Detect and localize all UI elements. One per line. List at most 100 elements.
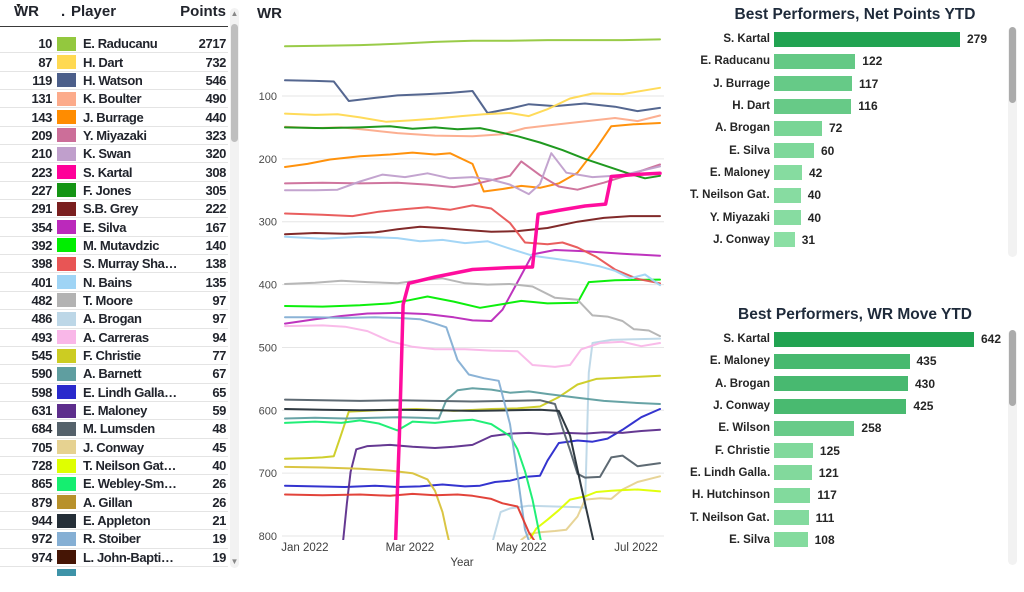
bar[interactable] bbox=[774, 398, 907, 414]
bar[interactable] bbox=[774, 510, 809, 526]
series-line-a-barnett[interactable] bbox=[284, 387, 661, 420]
series-line-k-swan[interactable] bbox=[284, 152, 661, 196]
table-row[interactable]: 482 T. Moore 97 bbox=[0, 292, 228, 311]
bar-row: E. Wilson 258 bbox=[690, 417, 1020, 439]
table-row[interactable]: 119 H. Watson 546 bbox=[0, 72, 228, 91]
table-row[interactable]: 879 A. Gillan 26 bbox=[0, 494, 228, 512]
table-row[interactable]: 590 A. Barnett 67 bbox=[0, 365, 228, 384]
wr-line-chart[interactable]: 100 200 300 400 500 600 700 800 Jan 2022 Mar 2022… bbox=[244, 0, 680, 576]
series-line-h-dart[interactable] bbox=[284, 86, 661, 123]
table-row[interactable]: 598 E. Lindh Galla… 65 bbox=[0, 384, 228, 402]
series-line-t-moore[interactable] bbox=[284, 277, 661, 338]
bar-category-label: E. Silva bbox=[729, 533, 770, 546]
bar[interactable] bbox=[774, 165, 802, 181]
table-row[interactable]: 223 S. Kartal 308 bbox=[0, 163, 228, 182]
bar[interactable] bbox=[774, 532, 808, 548]
series-line-m-mutavdzic[interactable] bbox=[284, 278, 661, 309]
bar[interactable] bbox=[774, 353, 910, 369]
series-line-h-watson[interactable] bbox=[284, 79, 661, 114]
table-row[interactable]: 354 E. Silva 167 bbox=[0, 218, 228, 237]
table-row[interactable]: 486 A. Brogan 97 bbox=[0, 310, 228, 329]
bar1-scrollbar-thumb[interactable] bbox=[1009, 27, 1016, 103]
player-color-swatch bbox=[57, 36, 76, 51]
table-row[interactable]: 972 R. Stoiber 19 bbox=[0, 530, 228, 549]
column-header-points[interactable]: Points bbox=[180, 3, 226, 20]
series-line-s-kartal[interactable] bbox=[393, 171, 662, 541]
table-row[interactable]: 401 N. Bains 135 bbox=[0, 273, 228, 292]
table-row[interactable]: 728 T. Neilson Gat… 40 bbox=[0, 457, 228, 476]
table-row[interactable]: 291 S.B. Grey 222 bbox=[0, 200, 228, 219]
column-header-player[interactable]: Player bbox=[71, 3, 117, 20]
series-line-f-jones[interactable] bbox=[284, 125, 661, 180]
series-line-t-neilson-gat-[interactable] bbox=[529, 488, 661, 539]
bar1-scrollbar[interactable] bbox=[1008, 27, 1017, 257]
series-line-a-carreras[interactable] bbox=[284, 324, 661, 368]
series-line-e-webley-sm-[interactable] bbox=[284, 418, 548, 571]
scroll-up-icon[interactable]: ▲ bbox=[230, 9, 239, 18]
bar[interactable] bbox=[774, 98, 852, 114]
bar[interactable] bbox=[774, 76, 852, 92]
bar[interactable] bbox=[774, 420, 855, 436]
series-line-e-lindh-galla-[interactable] bbox=[284, 408, 661, 488]
table-row[interactable]: 705 J. Conway 45 bbox=[0, 439, 228, 457]
series-line-e-silva[interactable] bbox=[284, 249, 661, 325]
bar[interactable] bbox=[774, 210, 801, 226]
table-row[interactable]: 944 E. Appleton 21 bbox=[0, 512, 228, 531]
table-row[interactable]: 493 A. Carreras 94 bbox=[0, 329, 228, 347]
series-line-e-appleton[interactable] bbox=[284, 408, 600, 571]
table-row[interactable]: 974 L. John-Bapti… 19 bbox=[0, 549, 228, 567]
bar[interactable] bbox=[774, 53, 856, 69]
series-line-a-gillan[interactable] bbox=[284, 465, 450, 546]
table-row[interactable]: 631 E. Maloney 59 bbox=[0, 402, 228, 421]
bar[interactable] bbox=[774, 443, 813, 459]
bar2-scrollbar-thumb[interactable] bbox=[1009, 330, 1016, 406]
column-header-wr[interactable]: WR bbox=[14, 3, 39, 20]
bar-category-label: T. Neilson Gat… bbox=[690, 189, 770, 202]
table-row[interactable]: 87 H. Dart 732 bbox=[0, 53, 228, 72]
scroll-down-icon[interactable]: ▼ bbox=[230, 557, 239, 566]
series-line-l-john-bapti-[interactable] bbox=[284, 492, 536, 544]
bar-row: T. Neilson Gat… 40 bbox=[690, 184, 1020, 206]
series-line-n-bains[interactable] bbox=[284, 235, 661, 287]
series-line-s-b-grey[interactable] bbox=[284, 215, 661, 236]
points-cell: 135 bbox=[205, 274, 227, 290]
series-line-m-lumsden[interactable] bbox=[284, 398, 661, 479]
series-line-y-miyazaki[interactable] bbox=[284, 160, 661, 191]
bar[interactable] bbox=[774, 376, 908, 392]
series-line-r-stoiber[interactable] bbox=[284, 316, 531, 545]
table-row[interactable] bbox=[0, 567, 228, 576]
table-scrollbar-thumb[interactable] bbox=[231, 24, 238, 142]
player-cell: J. Burrage bbox=[83, 109, 144, 125]
series-line-e-maloney[interactable] bbox=[342, 428, 661, 541]
bar[interactable] bbox=[774, 143, 814, 159]
series-line-j-conway[interactable] bbox=[520, 475, 661, 540]
table-scrollbar[interactable]: ▲ ▼ bbox=[230, 8, 239, 568]
table-row[interactable]: 545 F. Christie 77 bbox=[0, 347, 228, 366]
table-row[interactable]: 392 M. Mutavdzic 140 bbox=[0, 237, 228, 256]
table-row[interactable]: 131 K. Boulter 490 bbox=[0, 90, 228, 109]
table-row[interactable]: 210 K. Swan 320 bbox=[0, 145, 228, 164]
table-row[interactable]: 10 E. Raducanu 2717 bbox=[0, 35, 228, 54]
bar[interactable] bbox=[774, 487, 811, 503]
bar2-scrollbar[interactable] bbox=[1008, 330, 1017, 565]
series-line-k-boulter[interactable] bbox=[284, 114, 661, 138]
player-color-swatch bbox=[57, 476, 76, 491]
bar[interactable] bbox=[774, 187, 801, 203]
bar[interactable] bbox=[774, 120, 822, 136]
bar[interactable] bbox=[774, 331, 974, 347]
series-line-s-murray-sha-[interactable] bbox=[284, 204, 661, 285]
series-line-e-raducanu[interactable] bbox=[284, 38, 661, 48]
table-row[interactable]: 209 Y. Miyazaki 323 bbox=[0, 127, 228, 146]
table-row[interactable]: 227 F. Jones 305 bbox=[0, 182, 228, 201]
bar[interactable] bbox=[774, 31, 960, 47]
bar[interactable] bbox=[774, 465, 812, 481]
table-row[interactable]: 398 S. Murray Sha… 138 bbox=[0, 255, 228, 274]
table-body: 10 E. Raducanu 2717 87 H. Dart 732 119 H. Watso… bbox=[0, 35, 228, 576]
bar[interactable] bbox=[774, 232, 795, 248]
column-header-swatch[interactable]: . bbox=[61, 3, 66, 20]
table-row[interactable]: 684 M. Lumsden 48 bbox=[0, 420, 228, 439]
series-line-j-burrage[interactable] bbox=[284, 122, 661, 193]
sort-descending-icon[interactable]: ▼ bbox=[15, 3, 22, 10]
table-row[interactable]: 143 J. Burrage 440 bbox=[0, 108, 228, 127]
table-row[interactable]: 865 E. Webley-Sm… 26 bbox=[0, 475, 228, 494]
